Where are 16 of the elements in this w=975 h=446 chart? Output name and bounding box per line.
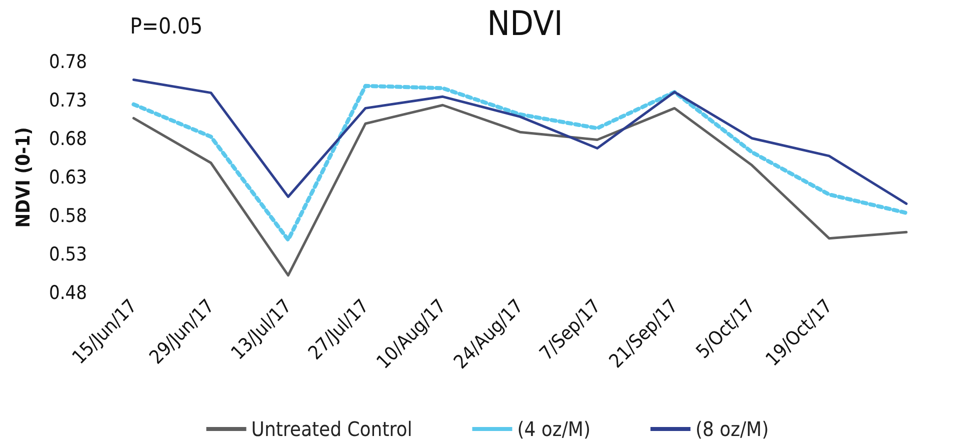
y-tick-label: 0.48 — [48, 282, 87, 304]
y-axis-title: NDVI (0-1) — [12, 127, 34, 228]
text: P=0.05 — [130, 14, 203, 40]
line-series — [132, 84, 908, 242]
y-tick-label: 0.73 — [48, 90, 87, 112]
line-series — [132, 104, 908, 277]
chart-title: NDVI — [487, 4, 563, 44]
y-tick-label: 0.53 — [48, 244, 87, 266]
y-tick-label: 0.58 — [48, 205, 87, 227]
y-tick-label: 0.68 — [48, 128, 87, 150]
line-series — [132, 78, 908, 205]
y-tick-label: 0.78 — [48, 51, 87, 73]
y-tick-label: 0.63 — [48, 166, 87, 188]
legend-label: Untreated Control — [251, 417, 412, 441]
legend-label: (8 oz/M) — [695, 417, 769, 441]
legend-label: (4 oz/M) — [517, 417, 590, 441]
